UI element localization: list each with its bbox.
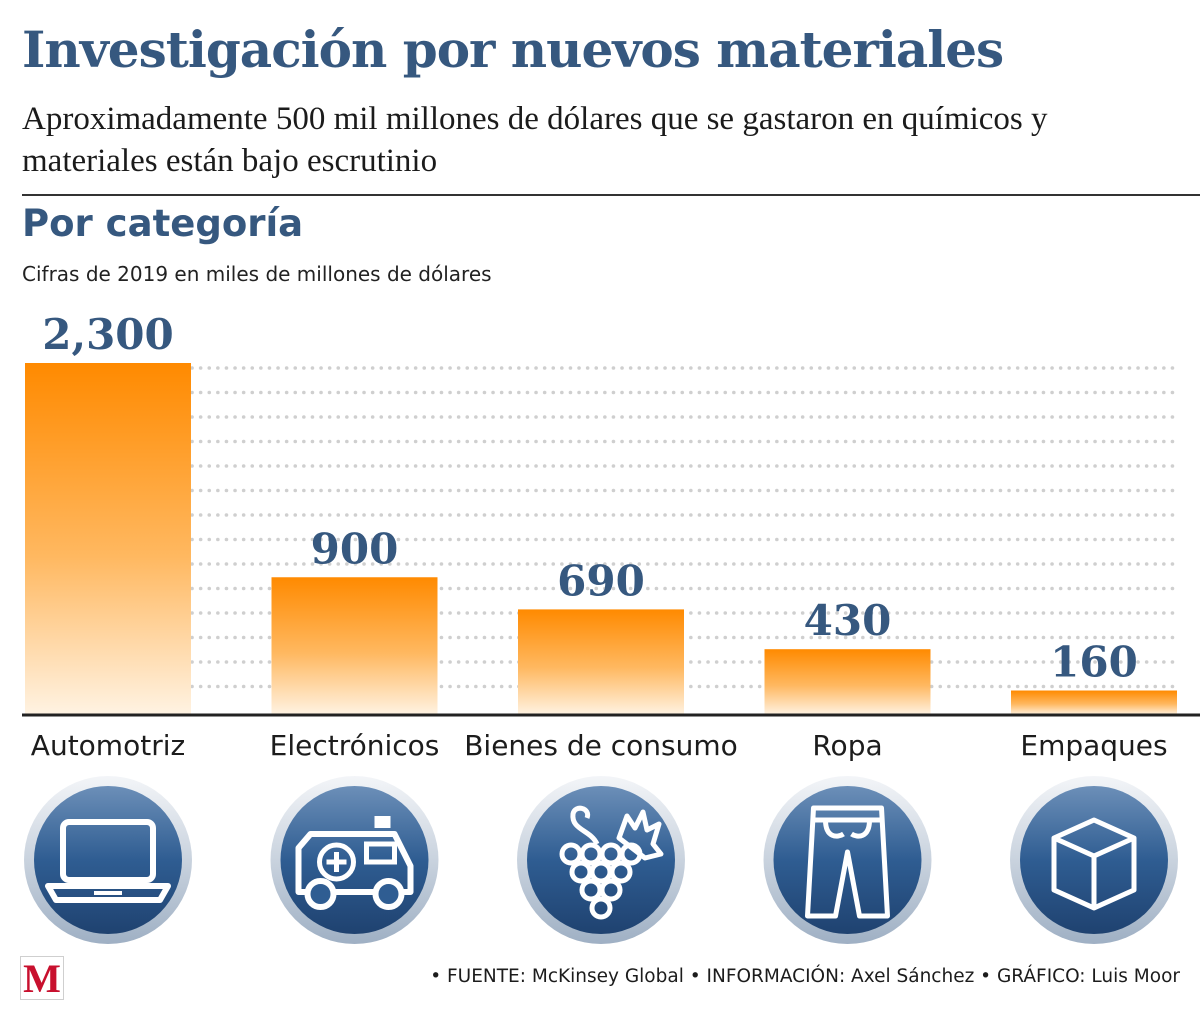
- pants-icon: [763, 776, 932, 944]
- box-icon: [1010, 776, 1178, 944]
- bar-1: [25, 363, 191, 715]
- grapes-icon: [517, 776, 685, 944]
- value-label-1: 2,300: [42, 310, 174, 359]
- bar-5: [1011, 690, 1177, 715]
- source-credits: • FUENTE: McKinsey Global • INFORMACIÓN:…: [430, 966, 1180, 987]
- category-label-1: Automotriz: [31, 729, 185, 762]
- bar-2: [271, 577, 438, 715]
- value-label-4: 430: [804, 596, 892, 645]
- bar-chart: 2,300 Automotriz 900 Electrónicos 690 Bienes …: [22, 310, 1200, 944]
- chart-title: Por categoría: [22, 202, 304, 245]
- bar-4: [764, 649, 931, 715]
- laptop-icon: [24, 776, 192, 944]
- value-label-3: 690: [557, 556, 645, 605]
- category-label-4: Ropa: [812, 729, 882, 762]
- page-subtitle: Aproximadamente 500 mil millones de dóla…: [22, 101, 1048, 179]
- category-label-5: Empaques: [1020, 729, 1167, 762]
- header-divider: [22, 194, 1200, 196]
- category-label-3: Bienes de consumo: [464, 729, 738, 762]
- chart-unit-note: Cifras de 2019 en miles de millones de d…: [22, 262, 492, 286]
- milenio-logo: M: [20, 956, 64, 1001]
- value-label-2: 900: [311, 524, 399, 573]
- page-title: Investigación por nuevos materiales: [22, 20, 1004, 79]
- bar-3: [518, 609, 684, 715]
- category-label-2: Electrónicos: [270, 729, 440, 762]
- ambulance-icon: [270, 776, 439, 944]
- value-label-5: 160: [1050, 638, 1138, 687]
